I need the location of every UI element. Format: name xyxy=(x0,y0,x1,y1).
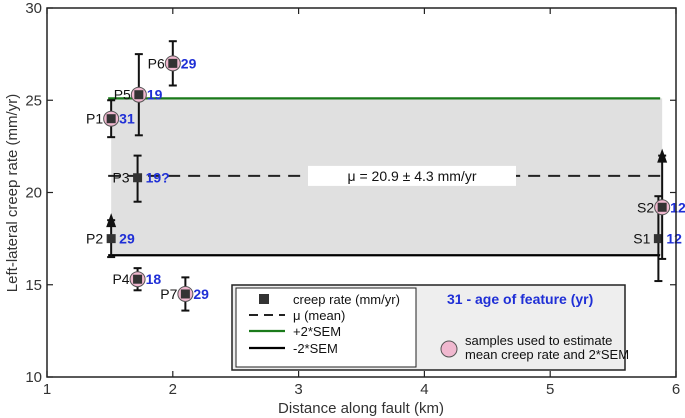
point-p6: P6 29 xyxy=(148,40,197,87)
point-label-s1: S1 xyxy=(633,231,650,247)
legend-age-note: 31 - age of feature (yr) xyxy=(447,291,593,307)
marker-p5 xyxy=(134,90,144,100)
marker-p6 xyxy=(168,58,178,68)
legend: creep rate (mm/yr) μ (mean) +2*SEM -2*SE… xyxy=(231,284,629,371)
marker-p4 xyxy=(133,274,143,284)
age-label-p2: 29 xyxy=(119,231,135,247)
legend-highlight-note-line1: samples used to estimate xyxy=(465,333,612,348)
age-label-p6: 29 xyxy=(181,55,197,71)
point-label-p7: P7 xyxy=(160,286,177,302)
legend-mean: μ (mean) xyxy=(293,308,345,323)
marker-p3 xyxy=(133,173,143,183)
age-label-p1: 31 xyxy=(119,111,135,127)
y-tick-label-30: 30 xyxy=(25,0,42,17)
point-p2: P2 29 xyxy=(86,213,135,259)
mean-annotation: μ = 20.9 ± 4.3 mm/yr xyxy=(348,168,477,184)
x-tick-label-6: 6 xyxy=(672,381,680,398)
x-tick-label-4: 4 xyxy=(420,381,428,398)
point-label-s2: S2 xyxy=(637,199,654,215)
y-axis-label: Left-lateral creep rate (mm/yr) xyxy=(4,94,21,292)
age-label-p5: 19 xyxy=(147,87,163,103)
point-label-p6: P6 xyxy=(148,55,165,71)
x-tick-label-1: 1 xyxy=(43,381,51,398)
legend-plus-2sem: +2*SEM xyxy=(293,324,341,339)
x-axis-label: Distance along fault (km) xyxy=(278,400,444,417)
point-label-p4: P4 xyxy=(112,271,129,287)
legend-creep-rate: creep rate (mm/yr) xyxy=(293,292,400,307)
marker-s2 xyxy=(657,202,667,212)
marker-p7 xyxy=(180,289,190,299)
marker-p2 xyxy=(106,234,116,244)
legend-highlight-circle xyxy=(440,340,458,358)
point-p4: P4 18 xyxy=(112,267,162,292)
arrow-p2 xyxy=(106,213,117,228)
y-tick-label-25: 25 xyxy=(25,92,42,109)
marker-p1 xyxy=(106,114,116,124)
point-p7: P7 29 xyxy=(160,276,209,312)
y-tick-label-20: 20 xyxy=(25,185,42,202)
point-p3: P3 19? xyxy=(112,154,170,203)
x-tick-label-2: 2 xyxy=(169,381,177,398)
point-label-p5: P5 xyxy=(114,87,131,103)
age-label-s1: 12 xyxy=(666,231,682,247)
point-label-p2: P2 xyxy=(86,231,103,247)
arrow-s2 xyxy=(657,148,668,163)
x-tick-label-5: 5 xyxy=(546,381,554,398)
point-label-p1: P1 xyxy=(86,111,103,127)
age-label-p4: 18 xyxy=(146,271,162,287)
point-p1: P1 31 xyxy=(86,99,135,139)
point-label-p3: P3 xyxy=(112,170,129,186)
mean-annotation-background xyxy=(308,165,516,186)
point-p5: P5 19 xyxy=(114,53,163,137)
point-s2: S2 12 xyxy=(637,148,685,260)
data-points: P1 31 P2 29 P3 19? P4 18 P5 19 P6 29 P7 29 S1 12 S2 12 xyxy=(86,40,685,312)
x-tick-label-3: 3 xyxy=(294,381,302,398)
legend-minus-2sem: -2*SEM xyxy=(293,341,338,356)
marker-s1 xyxy=(653,234,663,244)
legend-highlight-note-line2: mean creep rate and 2*SEM xyxy=(465,347,629,362)
y-tick-label-10: 10 xyxy=(25,369,42,386)
age-label-p3: 19? xyxy=(146,170,170,186)
y-tick-label-15: 15 xyxy=(25,277,42,294)
age-label-p7: 29 xyxy=(193,286,209,302)
legend-square-marker xyxy=(259,294,269,304)
age-label-s2: 12 xyxy=(670,199,685,215)
